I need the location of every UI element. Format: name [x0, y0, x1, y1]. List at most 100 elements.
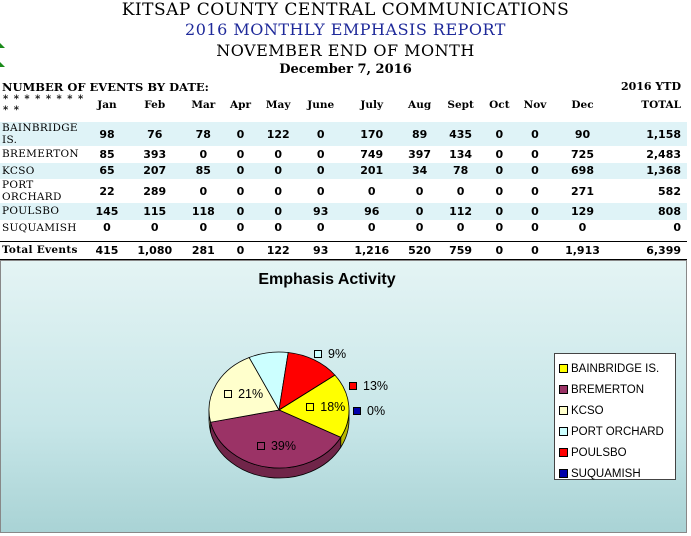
table-cell: 0 [400, 203, 439, 220]
percent-text: 39% [270, 438, 296, 453]
table-cell: 0 [236, 147, 245, 161]
table-cell: 90 [553, 122, 612, 146]
table-cell: 0 [223, 162, 258, 179]
row-total: 1,158 [611, 122, 687, 146]
pie-slice-label: 13% [349, 379, 388, 393]
table-cell: 85 [183, 162, 224, 179]
legend-item: BREMERTON [559, 379, 671, 400]
table-cell: 0 [298, 162, 343, 179]
legend-swatch [559, 469, 568, 478]
table-cell: 0 [223, 203, 258, 220]
table-cell: 0 [257, 162, 299, 179]
table-row: BREMERTON 85 393 0 0 0 0 749 397 134 0 0 725 2,483 [0, 146, 687, 163]
table-cell: 0 [236, 184, 245, 198]
row-total: 0 [673, 221, 681, 235]
table-cell: 0 [516, 162, 554, 179]
table-cell: 0 [495, 147, 504, 161]
label-swatch [256, 441, 265, 450]
total-cell: 0 [516, 241, 554, 261]
legend-swatch [559, 385, 568, 394]
row-name: SUQUAMISH [2, 221, 77, 234]
table-cell: 170 [342, 122, 401, 146]
table-cell: 78 [183, 122, 224, 146]
total-events-row: Total Events 415 1,080 281 0 122 93 1,216 520 759… [0, 241, 687, 261]
total-cell: 520 [400, 241, 439, 261]
table-header-row: * * * * * * * * * * Jan Feb Mar Apr May June J… [0, 94, 687, 116]
legend-label: BAINBRIDGE IS. [571, 362, 660, 375]
events-by-date-label: NUMBER OF EVENTS BY DATE: [2, 80, 209, 94]
table-cell: 0 [531, 147, 539, 161]
table-cell: 0 [257, 203, 299, 220]
row-total: 2,483 [646, 147, 681, 161]
label-swatch [349, 382, 357, 390]
month-header: Nov [523, 99, 547, 111]
table-cell: 93 [298, 203, 343, 220]
table-cell: 89 [400, 122, 439, 146]
table-cell: 0 [415, 184, 424, 198]
total-cell: 0 [223, 241, 258, 261]
total-cell: 122 [257, 241, 299, 261]
table-cell: 0 [236, 221, 245, 235]
month-header: May [265, 99, 291, 111]
pie-slice-label: 0% [353, 404, 385, 418]
table-cell: 0 [274, 147, 282, 161]
percent-text: 13% [363, 379, 389, 393]
table-cell: 0 [482, 203, 517, 220]
report-org-title: KITSAP COUNTY CENTRAL COMMUNICATIONS [121, 0, 570, 20]
table-cell: 749 [360, 147, 384, 161]
table-cell: 0 [223, 122, 258, 146]
month-header: Sept [447, 99, 474, 111]
pie-slice-label: 18% [306, 400, 345, 414]
table-cell: 122 [257, 122, 299, 146]
table-cell: 0 [150, 221, 159, 235]
table-cell: 393 [143, 147, 167, 161]
table-cell: 0 [199, 221, 208, 235]
legend-item: SUQUAMISH [559, 463, 671, 484]
month-header: Feb [144, 99, 166, 111]
table-cell: 0 [531, 184, 539, 198]
table-cell: 0 [415, 221, 424, 235]
percent-text: 0% [367, 404, 386, 418]
ytd-label: 2016 YTD [620, 80, 681, 93]
total-cell: 0 [482, 241, 517, 261]
pie-slice [278, 374, 336, 411]
table-cell: 0 [482, 122, 517, 146]
row-total: 582 [658, 184, 681, 198]
table-cell: 0 [495, 221, 504, 235]
total-cell: 281 [183, 241, 224, 261]
total-cell: 1,080 [125, 241, 184, 261]
label-swatch [306, 403, 315, 412]
report-date: December 7, 2016 [279, 62, 412, 77]
month-header: Apr [229, 99, 252, 111]
table-row: KCSO 65 207 85 0 0 0 201 34 78 0 0 698 1,368 [0, 162, 687, 179]
chart-area: Emphasis Activity 18% 39% 21% 9% 13% 0% BAINB… [0, 260, 687, 533]
chart-legend: BAINBRIDGE IS. BREMERTON KCSO PORT ORCHARD P… [554, 353, 676, 480]
grand-total: 6,399 [611, 241, 687, 261]
table-cell: 0 [516, 122, 554, 146]
label-swatch [224, 390, 233, 399]
pie-slice [208, 357, 280, 423]
table-cell: 0 [316, 184, 325, 198]
table-cell: 0 [495, 184, 504, 198]
month-header: Mar [191, 99, 216, 111]
legend-swatch [559, 364, 568, 373]
table-cell: 289 [143, 184, 167, 198]
row-name: BAINBRIDGE IS. [0, 122, 88, 146]
table-row: BAINBRIDGE IS. 98 76 78 0 122 0 170 89 435 0 0 90 1,1… [0, 122, 687, 146]
total-cell: 93 [298, 241, 343, 261]
table-cell: 22 [99, 184, 115, 198]
percent-text: 18% [320, 400, 346, 415]
report-period: NOVEMBER END OF MONTH [216, 41, 475, 60]
total-cell: 1,913 [553, 241, 612, 261]
legend-label: SUQUAMISH [571, 467, 641, 480]
row-name: BREMERTON [2, 148, 79, 161]
table-cell: 698 [553, 162, 612, 179]
total-cell: 759 [438, 241, 483, 261]
legend-item: KCSO [559, 400, 671, 421]
table-cell: 134 [449, 147, 473, 161]
table-cell: 96 [342, 203, 401, 220]
row-name: PORT ORCHARD [2, 179, 62, 203]
table-cell: 435 [438, 122, 483, 146]
table-row: SUQUAMISH 0 0 0 0 0 0 0 0 0 0 0 0 0 [0, 220, 687, 237]
table-cell: 65 [88, 162, 126, 179]
